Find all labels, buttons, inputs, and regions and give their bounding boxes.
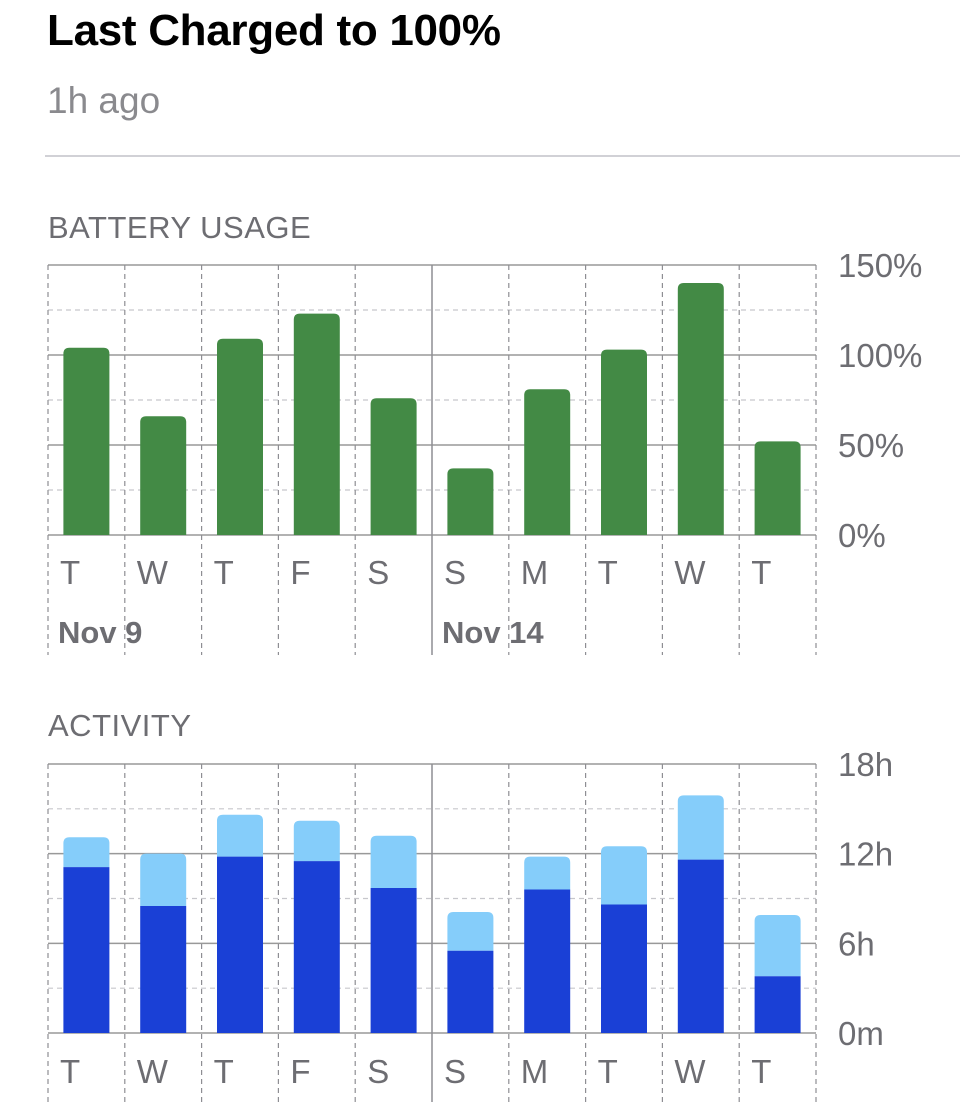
activity-bar-screen-off	[217, 814, 263, 857]
day-tick-label: S	[444, 1053, 466, 1090]
day-tick-label: F	[290, 1053, 310, 1090]
activity-bar-screen-on	[217, 856, 263, 1033]
battery-bar	[140, 416, 187, 535]
y-tick-label: 6h	[838, 925, 875, 962]
battery-bar	[293, 313, 340, 535]
activity-bar-screen-on	[63, 867, 110, 1033]
activity-bar-screen-off	[524, 856, 571, 890]
page-title: Last Charged to 100%	[47, 6, 501, 55]
activity-bar-screen-off	[447, 911, 494, 951]
activity-bar-screen-off	[293, 820, 340, 862]
y-tick-label: 18h	[838, 746, 893, 783]
day-tick-label: W	[137, 1053, 169, 1090]
date-label: Nov 14	[442, 615, 544, 650]
date-label: Nov 9	[58, 615, 142, 650]
activity-bar-screen-off	[140, 853, 187, 906]
day-tick-label: T	[751, 554, 771, 591]
activity-bar-screen-on	[370, 888, 417, 1033]
activity-bar-screen-on	[293, 861, 340, 1033]
activity-bar-screen-on	[140, 905, 187, 1033]
y-tick-label: 0m	[838, 1015, 884, 1052]
divider	[45, 155, 960, 157]
activity-bar-screen-on	[677, 859, 724, 1033]
activity-bar-screen-off	[754, 914, 801, 977]
activity-bar-screen-off	[677, 795, 724, 860]
battery-bar	[677, 283, 724, 535]
day-tick-label: S	[444, 554, 466, 591]
activity-bar-screen-on	[447, 950, 494, 1033]
battery-bar	[524, 389, 571, 535]
last-charged-time: 1h ago	[47, 80, 161, 121]
y-tick-label: 12h	[838, 836, 893, 873]
day-tick-label: S	[367, 554, 389, 591]
battery-bar	[63, 347, 110, 535]
activity-bar-screen-off	[601, 846, 647, 905]
day-tick-label: M	[521, 1053, 549, 1090]
day-tick-label: T	[751, 1053, 771, 1090]
activity-bar-screen-off	[370, 835, 417, 889]
day-tick-label: T	[598, 554, 618, 591]
day-tick-label: W	[137, 554, 169, 591]
day-tick-label: T	[214, 1053, 234, 1090]
day-tick-label: T	[60, 1053, 80, 1090]
day-tick-label: S	[367, 1053, 389, 1090]
day-tick-label: T	[598, 1053, 618, 1090]
day-tick-label: M	[521, 554, 549, 591]
day-tick-label: T	[60, 554, 80, 591]
battery-bar	[370, 398, 417, 535]
battery-bar	[754, 441, 801, 535]
y-tick-label: 100%	[838, 337, 922, 374]
activity-label[interactable]: ACTIVITY	[48, 708, 192, 743]
battery-usage-label[interactable]: BATTERY USAGE	[48, 210, 312, 245]
activity-bar-screen-on	[754, 976, 801, 1033]
activity-bar-screen-on	[524, 889, 571, 1033]
activity-bar-screen-off	[63, 837, 110, 868]
day-tick-label: W	[674, 1053, 706, 1090]
activity-bar-screen-on	[601, 904, 647, 1033]
battery-bar	[447, 468, 494, 535]
day-tick-label: T	[214, 554, 234, 591]
day-tick-label: F	[290, 554, 310, 591]
y-tick-label: 0%	[838, 517, 886, 554]
day-tick-label: W	[674, 554, 706, 591]
y-tick-label: 150%	[838, 247, 922, 284]
battery-bar	[217, 338, 263, 535]
y-tick-label: 50%	[838, 427, 904, 464]
battery-bar	[601, 349, 647, 535]
